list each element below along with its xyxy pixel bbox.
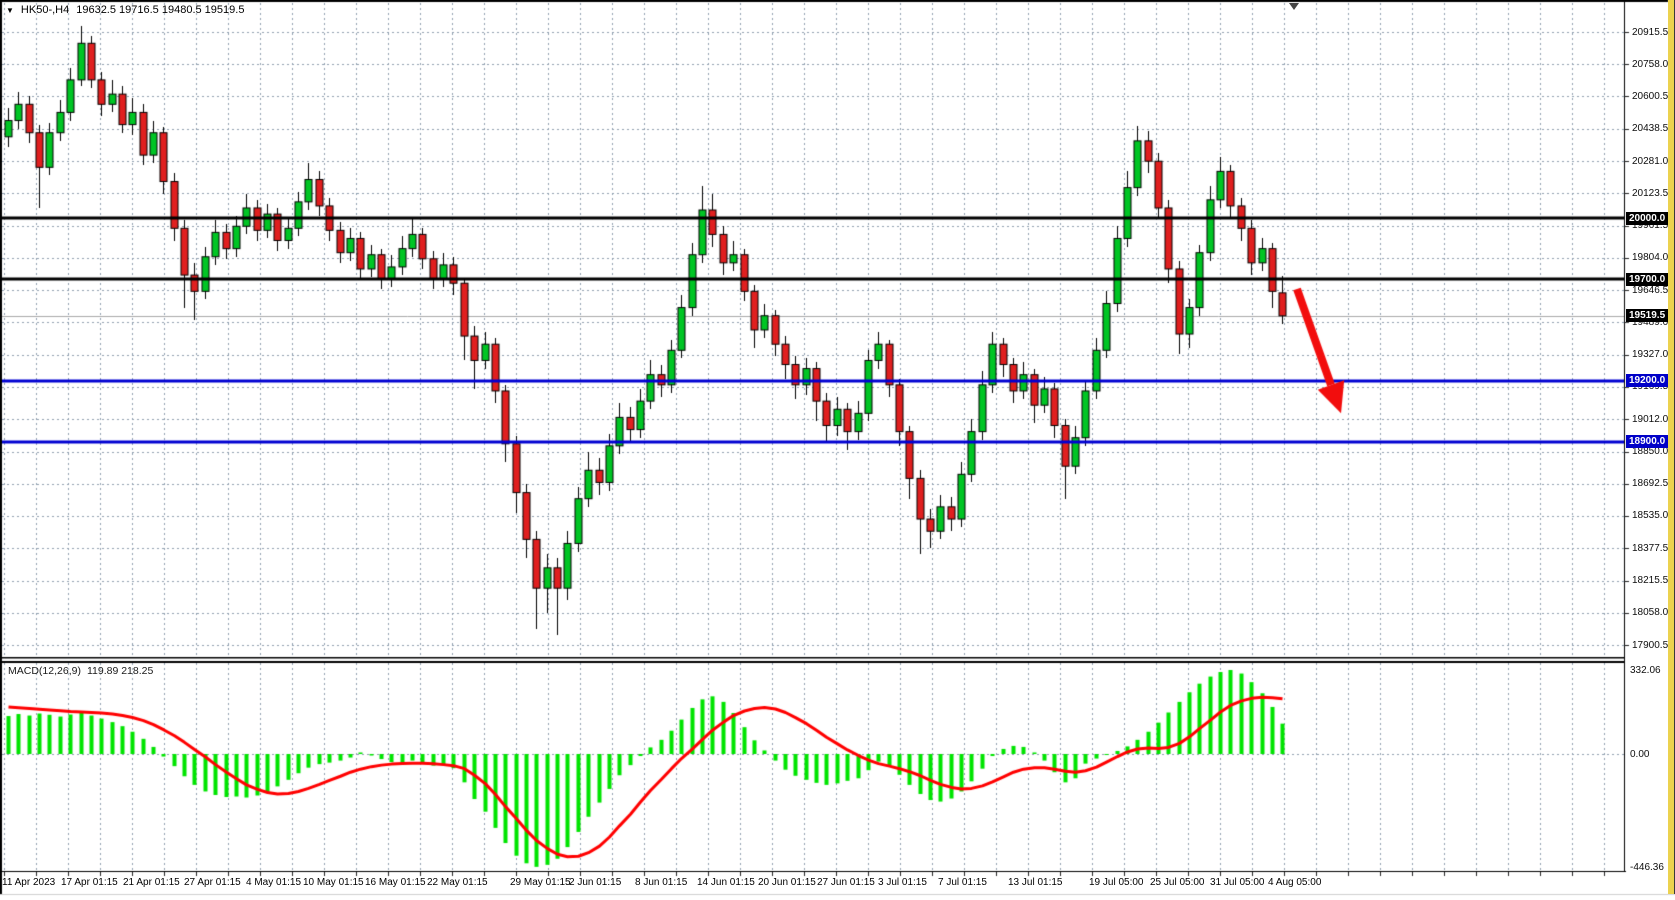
window-edge-strip <box>1668 0 1675 894</box>
time-axis-label: 27 Apr 01:15 <box>184 877 241 888</box>
price-tick-label: 18692.5 <box>1632 478 1669 490</box>
price-tick-label: 20915.5 <box>1632 26 1669 38</box>
time-axis-label: 27 Jun 01:15 <box>817 877 875 888</box>
time-axis-label: 13 Jul 01:15 <box>1008 877 1063 888</box>
price-tick-label: 19646.5 <box>1632 284 1669 296</box>
price-tick-label: 18377.5 <box>1632 542 1669 554</box>
time-axis-label: 29 May 01:15 <box>510 877 571 888</box>
time-axis-label: 16 May 01:15 <box>365 877 426 888</box>
price-tick-label: 19804.0 <box>1632 252 1669 264</box>
macd-axis-zero-label: 0.00 <box>1630 749 1650 760</box>
price-tick-label: 20281.0 <box>1632 155 1669 167</box>
time-axis-label: 31 Jul 05:00 <box>1210 877 1265 888</box>
ohlc-values: 19632.5 19716.5 19480.5 19519.5 <box>76 4 245 16</box>
price-badge: 19700.0 <box>1626 272 1672 286</box>
time-axis-label: 25 Jul 05:00 <box>1150 877 1205 888</box>
time-axis-label: 8 Jun 01:15 <box>635 877 688 888</box>
symbol-period-label: HK50-,H4 <box>20 4 70 16</box>
price-tick-label: 19012.0 <box>1632 413 1669 425</box>
time-axis-label: 14 Jun 01:15 <box>697 877 755 888</box>
time-axis-label: 22 May 01:15 <box>427 877 488 888</box>
time-axis-label: 17 Apr 01:15 <box>61 877 118 888</box>
price-tick-label: 20123.5 <box>1632 187 1669 199</box>
time-axis-label: 4 May 01:15 <box>246 877 302 888</box>
macd-axis-min-label: -446.36 <box>1630 861 1664 873</box>
price-tick-label: 17900.5 <box>1632 639 1669 651</box>
price-tick-label: 19961.5 <box>1632 220 1669 232</box>
price-badge: 18900.0 <box>1626 435 1672 449</box>
chevron-down-icon[interactable]: ▼ <box>6 5 14 15</box>
time-axis-label: 11 Apr 2023 <box>2 877 56 888</box>
price-tick-label: 18850.0 <box>1632 446 1669 458</box>
price-tick-label: 20600.5 <box>1632 90 1669 102</box>
time-axis-label: 4 Aug 05:00 <box>1268 877 1322 888</box>
price-badge: 19200.0 <box>1626 374 1672 388</box>
time-axis-label: 21 Apr 01:15 <box>123 877 180 888</box>
macd-indicator-label: MACD(12,26,9) 119.89 218.25 <box>8 665 153 677</box>
price-tick-label: 20758.0 <box>1632 58 1669 70</box>
time-axis-label: 19 Jul 05:00 <box>1089 877 1144 888</box>
price-badge: 20000.0 <box>1626 211 1672 225</box>
price-tick-label: 18535.0 <box>1632 510 1669 522</box>
macd-name: MACD(12,26,9) <box>8 665 81 677</box>
macd-current-values: 119.89 218.25 <box>86 665 154 677</box>
price-tick-label: 18215.5 <box>1632 575 1669 587</box>
price-badge: 19519.5 <box>1626 309 1672 323</box>
time-axis-label: 2 Jun 01:15 <box>569 877 622 888</box>
chart-shift-marker-icon[interactable] <box>1289 3 1299 10</box>
macd-axis-max-label: 332.06 <box>1630 664 1661 676</box>
price-tick-label: 18058.0 <box>1632 607 1669 619</box>
price-tick-label: 20438.5 <box>1632 123 1669 135</box>
price-tick-label: 19327.0 <box>1632 349 1669 361</box>
time-axis-label: 10 May 01:15 <box>303 877 364 888</box>
chart-title: ▼ HK50-,H4 19632.5 19716.5 19480.5 19519… <box>6 4 244 16</box>
time-axis-label: 20 Jun 01:15 <box>758 877 816 888</box>
time-axis-label: 7 Jul 01:15 <box>938 877 987 888</box>
time-axis-label: 3 Jul 01:15 <box>878 877 927 888</box>
